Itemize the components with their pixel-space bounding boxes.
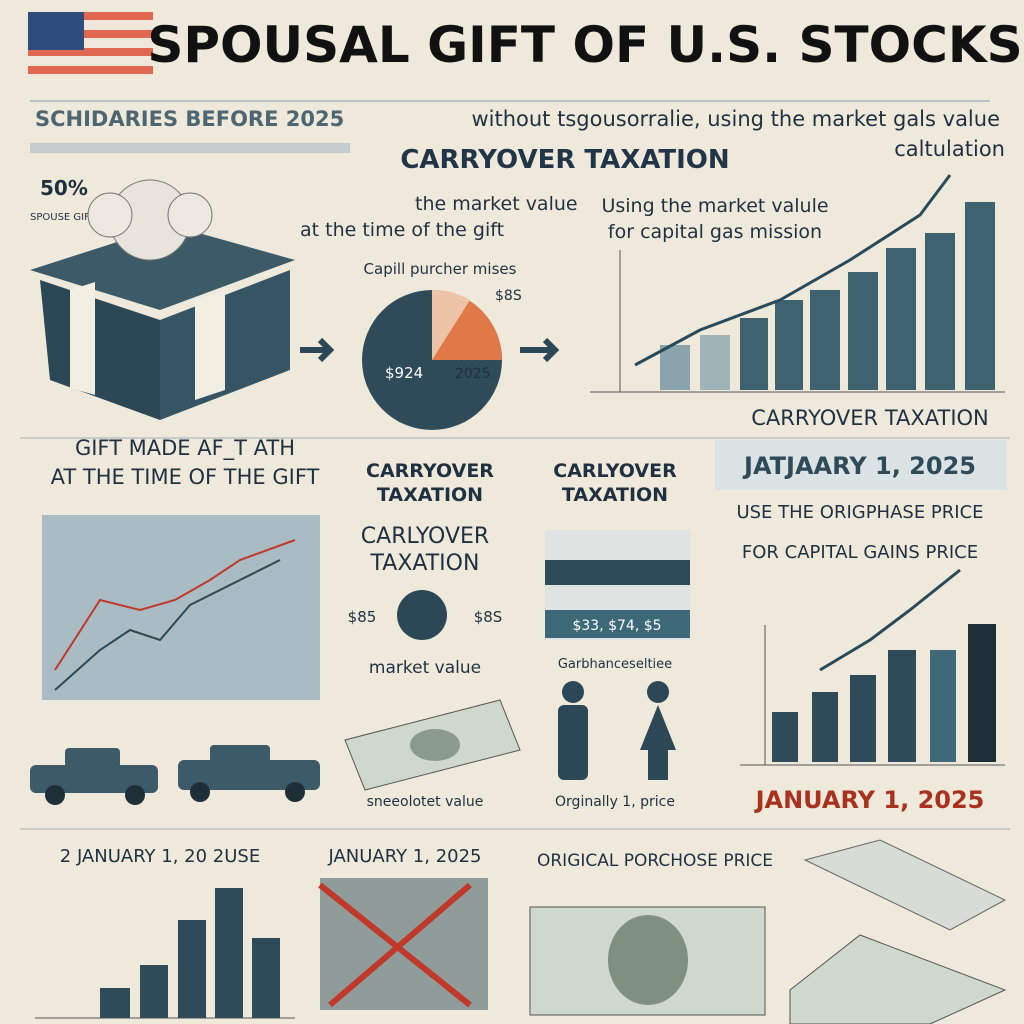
- arrow: [300, 337, 335, 363]
- text: CARRYOVER: [366, 460, 494, 482]
- text: TAXATION: [370, 551, 480, 576]
- rule: [20, 437, 1010, 439]
- badge-note: SPOUSE GIFT TAXABLE: [30, 212, 144, 223]
- caption: CARRYOVER TAXATION: [751, 406, 989, 430]
- text: sneeolotet value: [367, 794, 484, 810]
- text: Using the market valule: [601, 195, 828, 217]
- subtitle: SCHIDARIES BEFORE 2025: [35, 107, 344, 131]
- date: JANUARY 1, 2025: [754, 786, 985, 814]
- text: USE THE ORIGPHASE PRICE: [736, 502, 983, 523]
- cars: [30, 745, 320, 805]
- coin: [397, 590, 447, 640]
- arrow: [520, 337, 560, 363]
- text: ORIGICAL PORCHOSE PRICE: [537, 851, 773, 871]
- section-title: CARRYOVER TAXATION: [400, 145, 729, 175]
- date-box: [715, 440, 1007, 490]
- pie: [362, 289, 502, 430]
- pie-title: Capill purcher mises: [364, 260, 517, 278]
- text: GIFT MADE AF_T ATH: [75, 436, 295, 461]
- rule: [30, 143, 350, 153]
- text: 2 JANUARY 1, 20 2USE: [60, 846, 260, 867]
- panel-value: $33, $74, $5: [572, 618, 661, 634]
- text: the market value: [415, 193, 578, 215]
- text: AT THE TIME OF THE GIFT: [51, 465, 320, 489]
- panel: [545, 530, 690, 640]
- money-stack: [789, 839, 1007, 1024]
- pie-label: 2025: [455, 366, 491, 382]
- text: TAXATION: [377, 484, 483, 506]
- text: TAXATION: [562, 484, 668, 506]
- text: FOR CAPITAL GAINS PRICE: [742, 542, 978, 563]
- crossed-image: [318, 878, 488, 1010]
- text: at the time of the gift: [300, 219, 504, 241]
- text: $85: [348, 608, 377, 626]
- text: Garbhanceseltiee: [558, 657, 672, 672]
- bar-illustration: [590, 174, 1005, 393]
- flag: [28, 12, 153, 78]
- title: SPOUSAL GIFT OF U.S. STOCKS: [147, 16, 1022, 74]
- rule: [30, 100, 990, 102]
- text: CARLYOVER: [361, 524, 489, 549]
- text: market value: [369, 658, 481, 678]
- gift-box: [30, 179, 295, 420]
- date: JATJAARY 1, 2025: [742, 452, 976, 480]
- text: JANUARY 1, 2025: [327, 846, 481, 867]
- bar-illustration: [740, 568, 1005, 766]
- line-illustration: [42, 515, 320, 700]
- dollar-bill: [529, 906, 766, 1016]
- subtitle: caltulation: [894, 137, 1005, 161]
- text: $8S: [474, 608, 503, 626]
- text: for capital gas mission: [608, 221, 822, 243]
- badge: 50%: [40, 176, 88, 200]
- pie-label: $924: [385, 364, 423, 382]
- rule: [20, 828, 1010, 830]
- people: [558, 681, 676, 780]
- text: CARLYOVER: [553, 460, 677, 482]
- money: [344, 699, 521, 791]
- subtitle: without tsgousorralie, using the market …: [471, 107, 1000, 131]
- pie-label: $8S: [495, 288, 522, 304]
- bar-illustration: [35, 888, 295, 1019]
- text: Orginally 1, price: [555, 794, 675, 810]
